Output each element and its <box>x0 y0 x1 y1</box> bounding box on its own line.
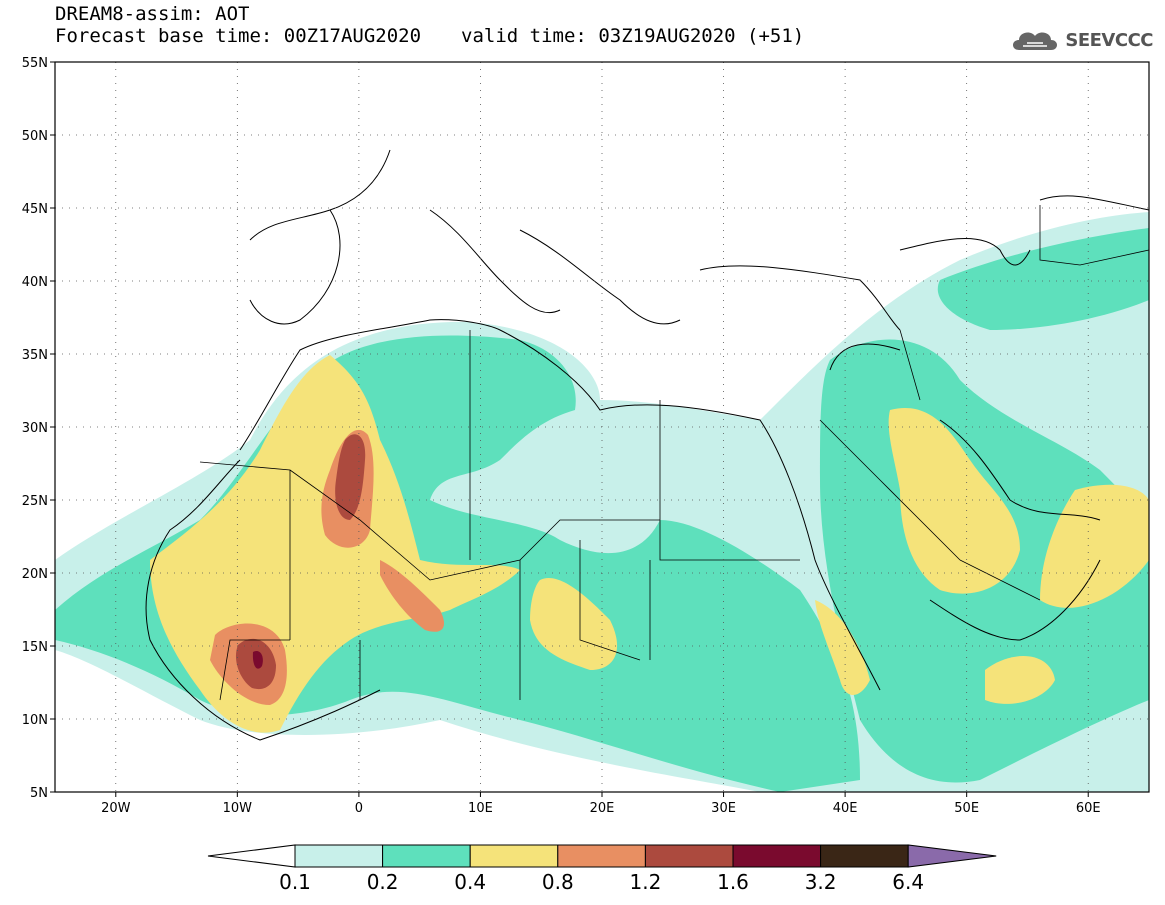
colorbar-label: 0.2 <box>367 870 399 894</box>
contour-0.4-d <box>1040 484 1149 608</box>
lon-tick-label: 10E <box>468 801 493 816</box>
contour-1.2-a <box>335 434 366 520</box>
colorbar-box <box>469 844 559 868</box>
map-title: DREAM8-assim: AOT <box>55 3 250 25</box>
seevccc-logo: SEEVCCC <box>1009 26 1153 54</box>
contour-0.4-f <box>815 600 870 695</box>
contour-0.8-b <box>380 560 445 632</box>
contour-0.2-c <box>937 228 1149 330</box>
colorbar: 0.1 0.2 0.4 0.8 1.2 1.6 3.2 6.4 <box>207 844 997 894</box>
lat-tick-label: 30N <box>22 421 48 436</box>
graticule <box>55 62 1149 792</box>
colorbar-box <box>644 844 734 868</box>
lon-tick-label: 10W <box>223 801 253 816</box>
lat-tick-label: 40N <box>22 275 48 290</box>
lat-tick-label: 45N <box>22 202 48 217</box>
colorbar-box <box>820 844 909 868</box>
colorbar-box <box>732 844 822 868</box>
lat-tick-label: 15N <box>22 640 48 655</box>
axis-ticks: 55N 50N 45N 40N 35N 30N 25N 20N 15N 10N 5N 20W 10W 0 1… <box>22 56 1101 816</box>
aot-contours <box>55 149 1149 792</box>
lon-tick-label: 0 <box>355 801 363 816</box>
colorbar-label: 3.2 <box>805 870 837 894</box>
colorbar-high-arrow <box>907 844 997 868</box>
lat-tick-label: 5N <box>30 786 48 801</box>
contour-0.4-c <box>888 408 1020 594</box>
lat-tick-label: 25N <box>22 494 48 509</box>
valid-time: valid time: 03Z19AUG2020 (+51) <box>461 25 805 47</box>
lon-tick-label: 20E <box>590 801 615 816</box>
coastlines <box>145 149 1149 741</box>
lat-tick-label: 55N <box>22 56 48 71</box>
base-time: Forecast base time: 00Z17AUG2020 <box>55 25 422 47</box>
logo-text: SEEVCCC <box>1065 29 1153 51</box>
colorbar-label: 0.8 <box>542 870 574 894</box>
contour-1.6 <box>252 650 263 669</box>
lon-tick-label: 40E <box>833 801 858 816</box>
lat-tick-label: 50N <box>22 129 48 144</box>
colorbar-box <box>294 844 384 868</box>
colorbar-box <box>557 844 646 868</box>
lat-tick-label: 35N <box>22 348 48 363</box>
colorbar-label: 1.6 <box>717 870 749 894</box>
lon-tick-label: 30E <box>711 801 736 816</box>
colorbar-label: 0.1 <box>279 870 311 894</box>
colorbar-label: 0.4 <box>454 870 486 894</box>
lon-tick-label: 50E <box>954 801 979 816</box>
lon-tick-label: 20W <box>101 801 131 816</box>
lat-tick-label: 10N <box>22 713 48 728</box>
forecast-times: Forecast base time: 00Z17AUG2020 valid ti… <box>55 26 804 46</box>
lat-tick-label: 20N <box>22 567 48 582</box>
contour-0.4-b <box>530 578 618 670</box>
colorbar-label: 1.2 <box>629 870 661 894</box>
cloud-logo-icon <box>1013 32 1058 50</box>
colorbar-label: 6.4 <box>892 870 924 894</box>
colorbar-box <box>382 844 471 868</box>
colorbar-low-arrow <box>207 844 296 868</box>
contour-0.4-e <box>985 656 1055 704</box>
lon-tick-label: 60E <box>1076 801 1101 816</box>
